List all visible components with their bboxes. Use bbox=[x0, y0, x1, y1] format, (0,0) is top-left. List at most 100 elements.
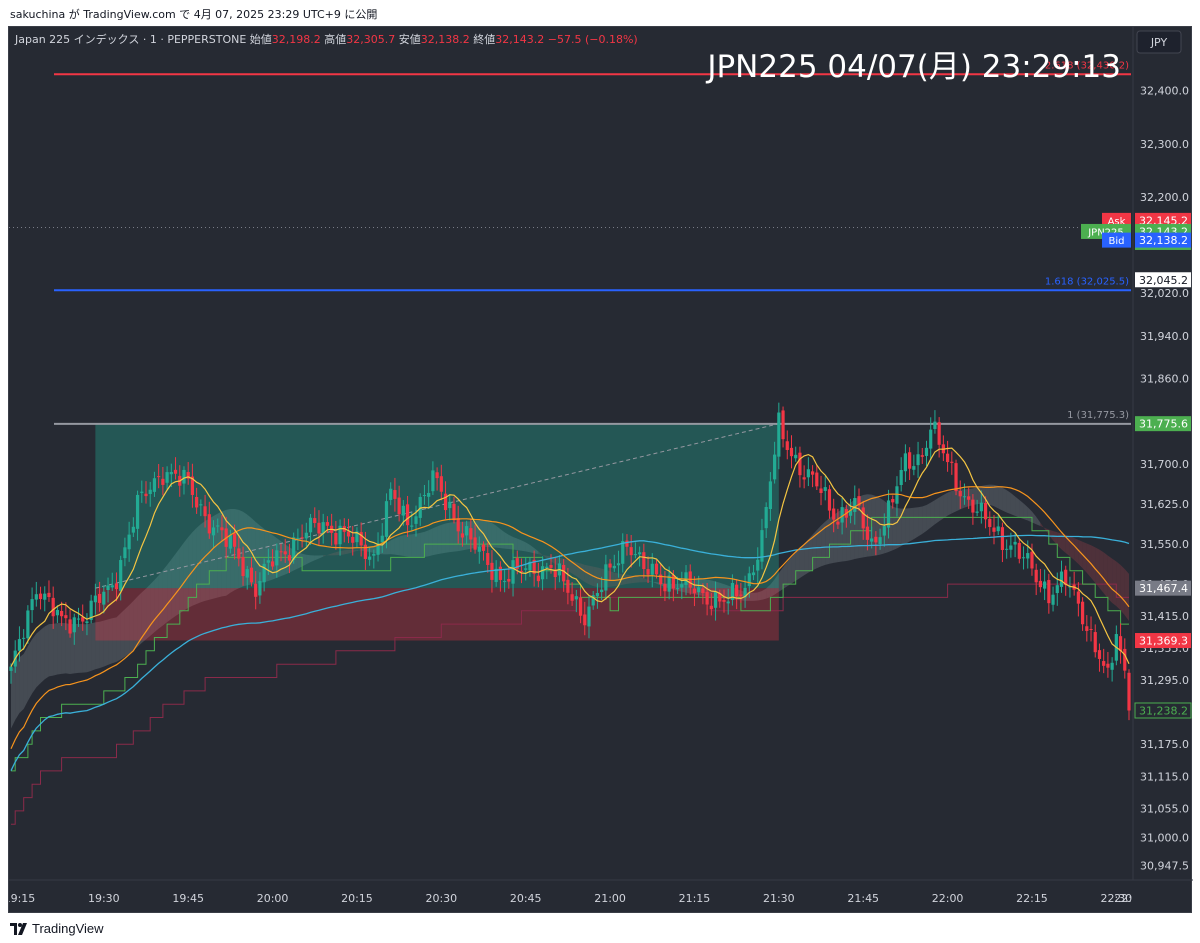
candle bbox=[806, 457, 810, 487]
candle bbox=[372, 549, 376, 569]
cloud-segment bbox=[183, 537, 189, 611]
x-tick-label: 22:15 bbox=[1016, 892, 1048, 905]
candle-body bbox=[338, 525, 342, 545]
candle-body bbox=[1106, 663, 1110, 668]
candle-body bbox=[102, 591, 106, 605]
candle-body bbox=[1059, 571, 1064, 587]
candle bbox=[760, 518, 764, 570]
candle-body bbox=[726, 601, 730, 604]
candle bbox=[929, 417, 933, 461]
candle bbox=[486, 542, 490, 573]
cloud-segment bbox=[352, 549, 357, 553]
candle-body bbox=[469, 528, 473, 540]
candle-body bbox=[106, 585, 110, 591]
candle bbox=[891, 495, 895, 509]
cloud-segment bbox=[905, 508, 910, 544]
candle bbox=[1043, 569, 1047, 601]
candle bbox=[587, 595, 591, 639]
candle bbox=[68, 609, 72, 638]
candle-body bbox=[650, 563, 654, 575]
candle bbox=[882, 513, 886, 547]
candle bbox=[718, 589, 722, 608]
candle bbox=[72, 613, 76, 645]
cloud-segment bbox=[449, 522, 454, 553]
candle-body bbox=[1030, 551, 1034, 569]
candle-body bbox=[465, 526, 469, 536]
cloud-segment bbox=[310, 555, 315, 563]
candle bbox=[701, 583, 705, 605]
cloud-segment bbox=[787, 556, 792, 587]
candle-body bbox=[51, 597, 55, 617]
candle-body bbox=[562, 564, 566, 582]
cloud-segment bbox=[120, 609, 125, 660]
chart-frame[interactable]: 2.618 (32,430.2) 1.618 (32,025.5) 1 (31,77… bbox=[8, 26, 1193, 914]
candle-body bbox=[1026, 553, 1030, 559]
currency-button-label: JPY bbox=[1150, 36, 1168, 49]
candle-body bbox=[578, 597, 583, 616]
candle-body bbox=[675, 588, 680, 590]
cloud-segment bbox=[791, 552, 796, 584]
candle-body bbox=[515, 558, 519, 569]
candle bbox=[131, 517, 135, 537]
candles bbox=[9, 402, 1131, 721]
candle-body bbox=[549, 564, 553, 568]
candle bbox=[1068, 576, 1072, 598]
candle-body bbox=[971, 499, 975, 513]
candle-body bbox=[629, 547, 633, 556]
cloud-segment bbox=[48, 623, 54, 677]
price-chart[interactable]: 2.618 (32,430.2) 1.618 (32,025.5) 1 (31,77… bbox=[9, 27, 1193, 914]
candle bbox=[144, 481, 148, 504]
cloud-segment bbox=[993, 484, 999, 509]
cloud-segment bbox=[1078, 539, 1083, 569]
cloud-segment bbox=[394, 536, 400, 556]
candle-body bbox=[604, 564, 608, 591]
candle-body bbox=[1051, 594, 1055, 605]
candle-body bbox=[785, 441, 789, 450]
candle bbox=[237, 535, 241, 567]
candle-body bbox=[68, 619, 72, 634]
x-tick-label: 21:15 bbox=[679, 892, 711, 905]
candle-body bbox=[448, 501, 452, 509]
cloud-segment bbox=[761, 588, 767, 600]
candle bbox=[228, 529, 232, 554]
candle-body bbox=[570, 594, 574, 601]
candle bbox=[161, 466, 165, 496]
candle bbox=[1093, 624, 1097, 658]
candle bbox=[397, 485, 401, 522]
cloud-segment bbox=[11, 663, 16, 729]
candle bbox=[908, 447, 912, 481]
candle bbox=[794, 446, 798, 462]
candle bbox=[608, 559, 612, 580]
cloud-segment bbox=[652, 581, 657, 584]
candle-body bbox=[654, 563, 659, 575]
candle bbox=[1005, 539, 1009, 559]
ma-slow-line bbox=[10, 534, 1130, 771]
cloud-segment bbox=[799, 543, 805, 579]
cloud-segment bbox=[580, 563, 585, 582]
cloud-segment bbox=[297, 552, 303, 569]
candle bbox=[1123, 638, 1127, 679]
currency-button[interactable]: JPY bbox=[1136, 30, 1182, 54]
candle bbox=[874, 531, 878, 556]
cloud-segment bbox=[951, 489, 957, 514]
x-tick-label: 22:00 bbox=[932, 892, 964, 905]
cloud-segment bbox=[403, 534, 408, 557]
cloud-segment bbox=[116, 613, 121, 662]
fib-label-1: 1.618 (32,025.5) bbox=[1045, 276, 1129, 287]
candle-body bbox=[899, 469, 903, 485]
candle-body bbox=[908, 452, 912, 469]
cloud-segment bbox=[217, 511, 222, 598]
candle bbox=[604, 554, 608, 600]
candle-body bbox=[207, 514, 211, 534]
candle-body bbox=[701, 588, 705, 594]
candle bbox=[81, 604, 85, 631]
candle-body bbox=[713, 591, 718, 608]
cloud-segment bbox=[129, 600, 134, 654]
cloud-segment bbox=[795, 548, 800, 581]
candle-body bbox=[279, 551, 283, 553]
cloud-segment bbox=[812, 530, 817, 571]
candle-body bbox=[1005, 548, 1009, 550]
candle bbox=[17, 626, 22, 662]
candle-body bbox=[962, 496, 967, 498]
cloud-segment bbox=[44, 624, 49, 680]
